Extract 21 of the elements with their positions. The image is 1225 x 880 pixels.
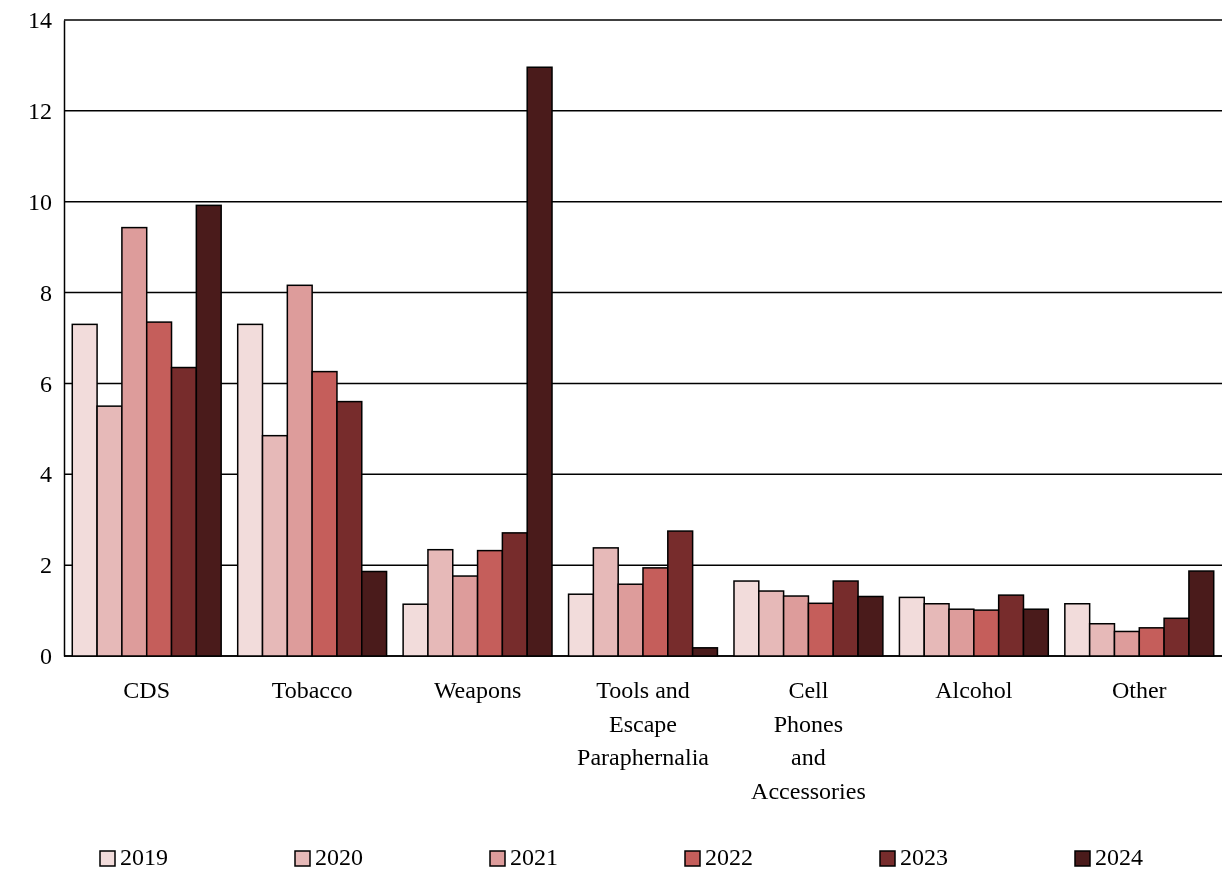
y-tick-label: 12 xyxy=(28,98,52,125)
legend-label: 2022 xyxy=(705,844,753,870)
x-tick-label: Weapons xyxy=(433,677,522,703)
x-tick-label: Alcohol xyxy=(935,677,1013,703)
y-tick-label: 4 xyxy=(40,461,52,488)
y-tick-label: 14 xyxy=(28,7,52,34)
x-tick-label: Other xyxy=(1111,677,1167,703)
y-tick-label: 6 xyxy=(40,370,52,397)
x-tick-label: Tools and Escape Paraphernalia xyxy=(577,677,710,771)
y-tick-label: 10 xyxy=(28,188,52,215)
y-tick-label: 8 xyxy=(40,279,52,306)
x-tick-label: CDS xyxy=(123,677,171,703)
legend-label: 2023 xyxy=(900,844,948,870)
x-tick-label: Cell Phones and Accessories xyxy=(751,677,866,804)
y-tick-label: 0 xyxy=(40,643,52,670)
legend-label: 2024 xyxy=(1095,844,1143,870)
y-tick-label: 2 xyxy=(40,552,52,579)
legend-label: 2021 xyxy=(510,844,558,870)
x-tick-label: Tobacco xyxy=(271,677,353,703)
legend-label: 2019 xyxy=(120,844,168,870)
legend-label: 2020 xyxy=(315,844,363,870)
